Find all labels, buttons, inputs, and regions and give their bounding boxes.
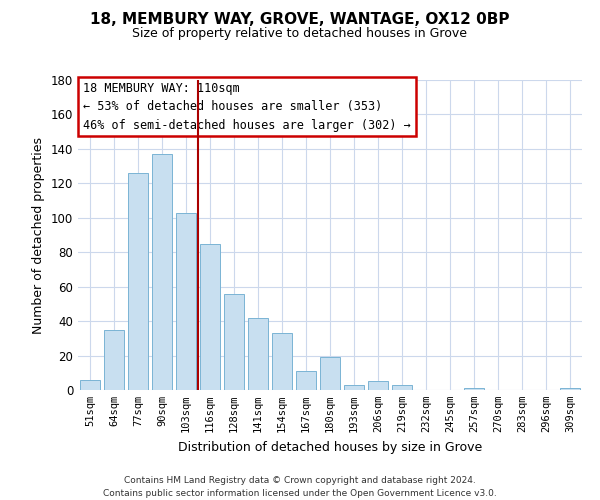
Bar bbox=[464, 388, 484, 390]
Bar bbox=[272, 333, 292, 390]
Bar bbox=[248, 318, 268, 390]
X-axis label: Distribution of detached houses by size in Grove: Distribution of detached houses by size … bbox=[178, 440, 482, 454]
Bar bbox=[224, 294, 244, 390]
Bar bbox=[128, 173, 148, 390]
Bar bbox=[344, 385, 364, 390]
Text: 18 MEMBURY WAY: 110sqm
← 53% of detached houses are smaller (353)
46% of semi-de: 18 MEMBURY WAY: 110sqm ← 53% of detached… bbox=[83, 82, 411, 132]
Text: Contains HM Land Registry data © Crown copyright and database right 2024.
Contai: Contains HM Land Registry data © Crown c… bbox=[103, 476, 497, 498]
Text: 18, MEMBURY WAY, GROVE, WANTAGE, OX12 0BP: 18, MEMBURY WAY, GROVE, WANTAGE, OX12 0B… bbox=[90, 12, 510, 28]
Bar bbox=[296, 371, 316, 390]
Text: Size of property relative to detached houses in Grove: Size of property relative to detached ho… bbox=[133, 28, 467, 40]
Y-axis label: Number of detached properties: Number of detached properties bbox=[32, 136, 45, 334]
Bar bbox=[80, 380, 100, 390]
Bar bbox=[560, 388, 580, 390]
Bar bbox=[392, 385, 412, 390]
Bar bbox=[320, 358, 340, 390]
Bar bbox=[104, 330, 124, 390]
Bar bbox=[368, 382, 388, 390]
Bar bbox=[200, 244, 220, 390]
Bar bbox=[152, 154, 172, 390]
Bar bbox=[176, 212, 196, 390]
